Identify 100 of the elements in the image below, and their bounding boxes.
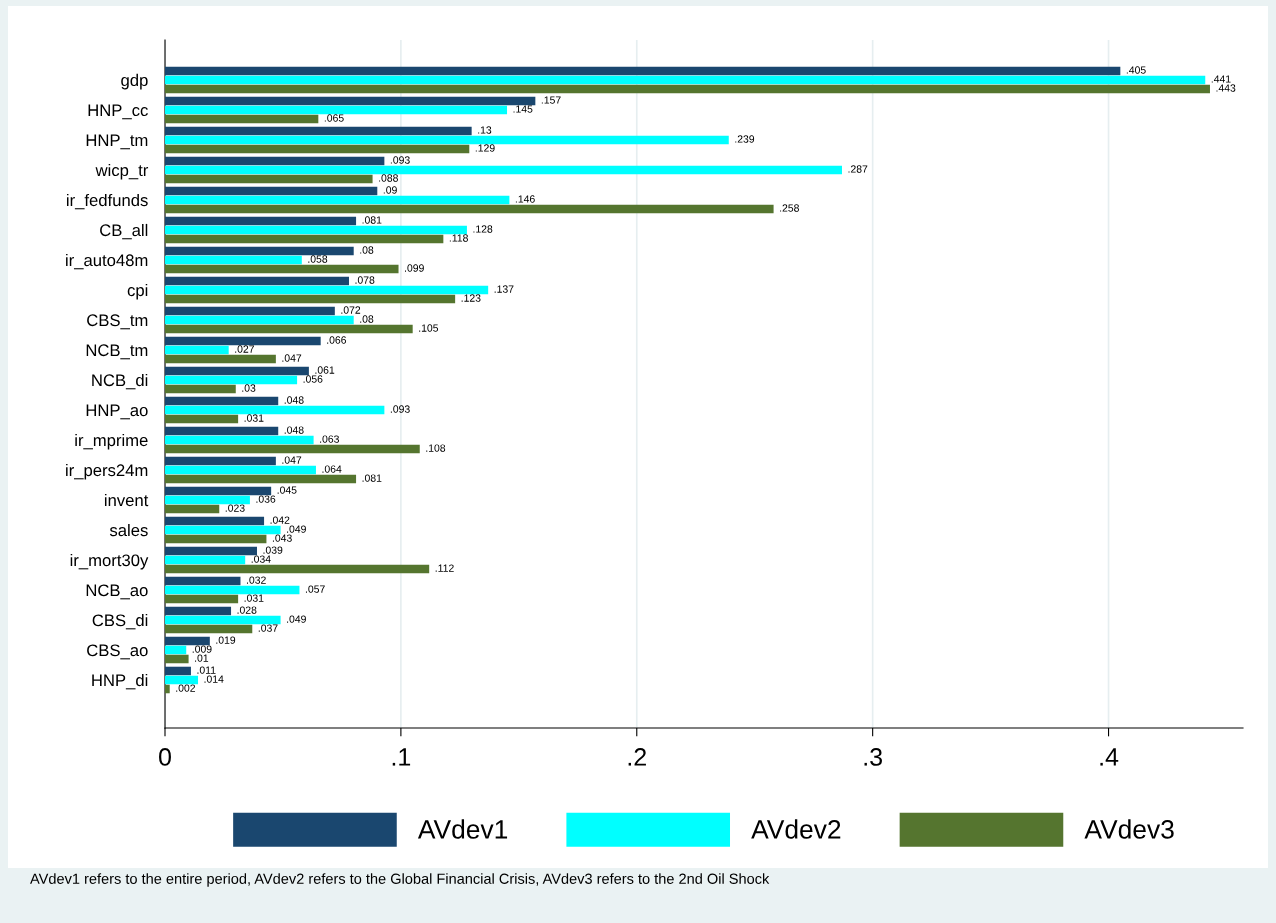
y-tick-label: HNP_cc bbox=[88, 104, 148, 120]
data-label: .405 bbox=[1126, 66, 1146, 74]
bar bbox=[165, 516, 265, 526]
y-tick-label: NCB_di bbox=[92, 373, 148, 390]
data-label: .065 bbox=[324, 114, 344, 122]
bar bbox=[165, 174, 373, 184]
bar bbox=[165, 126, 472, 136]
bar bbox=[165, 195, 510, 205]
bar bbox=[165, 594, 239, 604]
data-label: .066 bbox=[327, 336, 347, 344]
bar bbox=[165, 84, 1210, 94]
data-label: .146 bbox=[515, 195, 535, 203]
bar bbox=[165, 615, 281, 625]
data-label: .09 bbox=[383, 186, 397, 194]
data-label: .239 bbox=[735, 135, 755, 143]
data-label: .072 bbox=[341, 306, 361, 314]
data-label: .048 bbox=[284, 396, 304, 404]
data-label: .081 bbox=[362, 216, 382, 224]
text: AVdev2 bbox=[751, 819, 841, 839]
data-label: .13 bbox=[478, 126, 492, 134]
bar bbox=[165, 624, 253, 634]
bar bbox=[165, 405, 385, 415]
bar bbox=[165, 165, 842, 175]
bar bbox=[165, 465, 316, 475]
bar bbox=[165, 204, 774, 214]
bar bbox=[165, 324, 413, 334]
data-label: .039 bbox=[263, 546, 283, 554]
bar bbox=[165, 495, 250, 505]
bar bbox=[165, 234, 444, 244]
bar bbox=[165, 225, 467, 235]
x-tick-label: 0 bbox=[159, 748, 171, 766]
data-label: .128 bbox=[473, 225, 493, 233]
x-tick-label: .4 bbox=[1100, 748, 1119, 766]
y-tick-label: CBS_di bbox=[92, 613, 148, 630]
bar bbox=[165, 96, 536, 106]
bar bbox=[165, 474, 357, 484]
bar bbox=[165, 675, 199, 685]
bar bbox=[165, 345, 229, 355]
data-label: .081 bbox=[362, 474, 382, 482]
data-label: .034 bbox=[251, 555, 271, 563]
bar bbox=[165, 246, 354, 256]
y-tick-label: NCB_ao bbox=[86, 584, 148, 600]
data-label: .057 bbox=[305, 585, 325, 593]
data-label: .03 bbox=[242, 384, 256, 392]
y-tick-label: invent bbox=[104, 493, 149, 507]
data-label: .08 bbox=[360, 315, 374, 323]
bar bbox=[165, 66, 1121, 76]
data-label: .058 bbox=[308, 255, 328, 263]
data-label: .031 bbox=[244, 594, 264, 602]
bar bbox=[165, 684, 170, 694]
data-label: .105 bbox=[419, 324, 439, 332]
text: AVdev3 bbox=[1084, 819, 1174, 839]
data-label: .443 bbox=[1216, 84, 1236, 92]
data-label: .157 bbox=[541, 96, 561, 104]
x-tick-label: .3 bbox=[864, 748, 882, 766]
data-label: .028 bbox=[237, 606, 257, 614]
y-tick-label: HNP_tm bbox=[86, 134, 148, 150]
bar bbox=[165, 444, 420, 454]
y-tick-label: NCB_tm bbox=[86, 344, 148, 360]
bar bbox=[165, 414, 239, 424]
bar bbox=[165, 264, 399, 274]
data-label: .078 bbox=[355, 276, 375, 284]
bar bbox=[165, 315, 354, 325]
data-label: .045 bbox=[277, 486, 297, 494]
data-label: .047 bbox=[282, 354, 302, 362]
bar bbox=[165, 375, 298, 385]
data-label: .061 bbox=[315, 366, 335, 374]
x-tick-label: .1 bbox=[392, 748, 411, 766]
bar bbox=[165, 504, 220, 514]
data-label: .032 bbox=[246, 576, 266, 584]
y-tick-label: sales bbox=[109, 523, 148, 537]
data-label: .043 bbox=[272, 534, 292, 542]
data-label: .441 bbox=[1211, 75, 1231, 83]
bar bbox=[165, 285, 489, 295]
data-label: .099 bbox=[405, 264, 424, 272]
data-label: .011 bbox=[197, 666, 216, 674]
bar bbox=[165, 645, 187, 655]
y-tick-label: HNP_di bbox=[92, 673, 148, 690]
bar bbox=[165, 606, 232, 616]
data-label: .023 bbox=[225, 504, 245, 512]
y-tick-label: ir_fedfunds bbox=[66, 193, 148, 210]
bar bbox=[165, 135, 729, 145]
y-tick-label: cpi bbox=[127, 283, 148, 300]
data-label: .048 bbox=[284, 426, 304, 434]
data-label: .123 bbox=[461, 294, 481, 302]
bar bbox=[165, 384, 236, 394]
data-label: .093 bbox=[390, 405, 410, 413]
data-label: .01 bbox=[195, 654, 209, 662]
data-label: .002 bbox=[176, 684, 196, 692]
bar bbox=[165, 255, 302, 265]
y-tick-label: CB_all bbox=[100, 223, 148, 240]
data-label: .036 bbox=[256, 495, 276, 503]
y-tick-label: ir_mprime bbox=[75, 433, 148, 450]
text: AVdev1 bbox=[417, 819, 508, 839]
data-label: .031 bbox=[244, 414, 264, 422]
data-label: .037 bbox=[258, 624, 278, 632]
bar bbox=[165, 216, 357, 226]
bar bbox=[165, 105, 508, 115]
bar bbox=[165, 426, 279, 436]
data-label: .093 bbox=[390, 156, 410, 164]
